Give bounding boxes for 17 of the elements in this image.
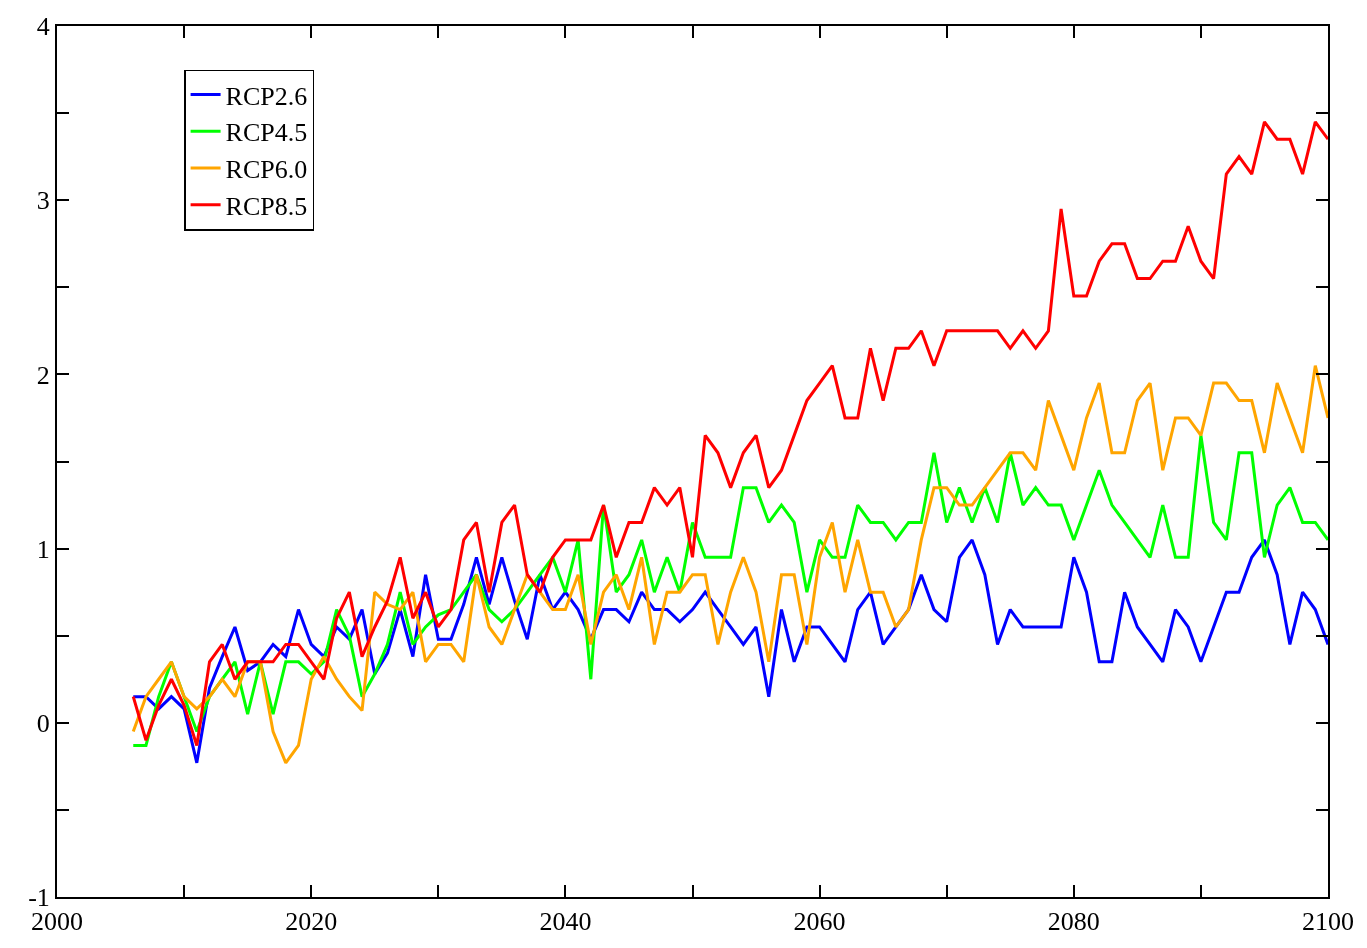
y-tick-label: 4	[36, 12, 50, 42]
legend-label: RCP4.5	[225, 118, 308, 148]
legend-label: RCP6.0	[225, 155, 308, 185]
x-tick-label: 2080	[1047, 907, 1100, 937]
x-tick-label: 2020	[285, 907, 338, 937]
line-series	[131, 364, 1328, 765]
line-series	[131, 120, 1328, 747]
x-tick-label: 2060	[793, 907, 846, 937]
y-tick-label: 3	[36, 186, 50, 216]
y-tick-label: 1	[36, 534, 50, 564]
x-tick-label: 2040	[539, 907, 592, 937]
legend-label: RCP2.6	[225, 81, 308, 111]
line-series	[131, 433, 1328, 747]
x-tick-label: 2100	[1302, 907, 1354, 937]
legend-label: RCP8.5	[225, 191, 308, 221]
y-tick-label: 0	[36, 708, 50, 738]
y-tick-label: 2	[36, 360, 50, 390]
